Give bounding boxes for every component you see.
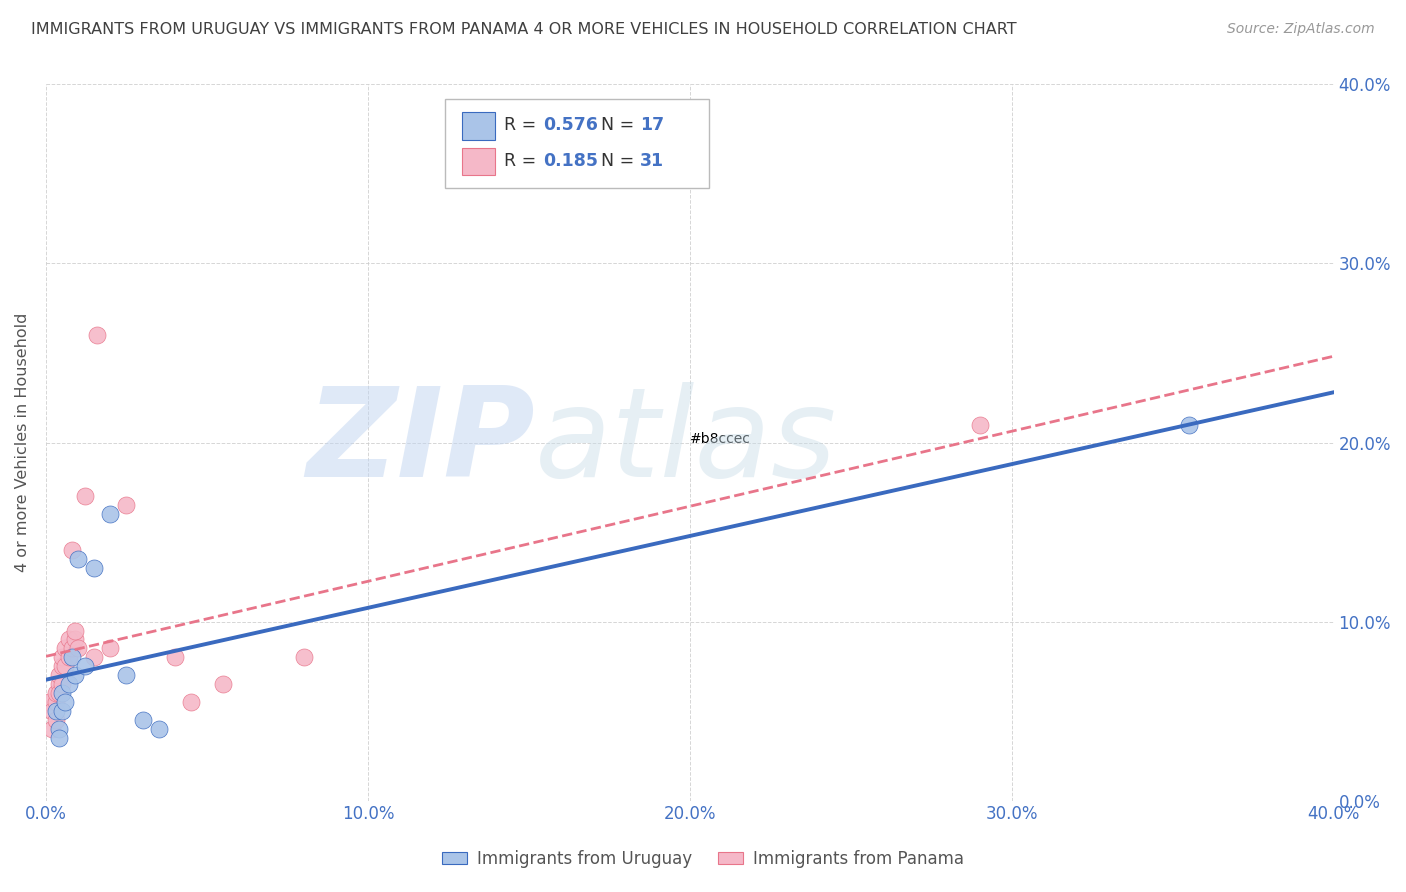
Text: R =: R = — [505, 116, 543, 135]
Point — [60, 650, 83, 665]
Text: 0.185: 0.185 — [543, 152, 598, 170]
Point — [41, 704, 63, 718]
Point — [51, 704, 73, 718]
FancyBboxPatch shape — [463, 112, 495, 139]
Point — [969, 417, 991, 432]
Point — [115, 668, 138, 682]
Point — [98, 507, 121, 521]
Point — [53, 641, 76, 656]
Point — [41, 722, 63, 736]
Point — [51, 659, 73, 673]
Point — [292, 650, 315, 665]
FancyBboxPatch shape — [446, 99, 709, 188]
Point — [63, 668, 86, 682]
Point — [73, 489, 96, 503]
Text: IMMIGRANTS FROM URUGUAY VS IMMIGRANTS FROM PANAMA 4 OR MORE VEHICLES IN HOUSEHOL: IMMIGRANTS FROM URUGUAY VS IMMIGRANTS FR… — [31, 22, 1017, 37]
Text: 17: 17 — [640, 116, 664, 135]
Point — [45, 704, 67, 718]
Point — [63, 632, 86, 647]
Point — [63, 624, 86, 638]
Point — [48, 668, 70, 682]
Point — [58, 632, 80, 647]
Point — [45, 713, 67, 727]
Point — [51, 686, 73, 700]
Text: #b8ccec: #b8ccec — [690, 432, 751, 445]
Text: Source: ZipAtlas.com: Source: ZipAtlas.com — [1227, 22, 1375, 37]
Point — [86, 328, 108, 343]
Point — [48, 722, 70, 736]
Point — [48, 686, 70, 700]
Point — [67, 552, 90, 566]
Point — [83, 561, 105, 575]
Point — [53, 659, 76, 673]
Point — [45, 686, 67, 700]
Text: atlas: atlas — [536, 382, 838, 503]
Point — [38, 695, 60, 709]
Point — [48, 677, 70, 691]
Text: ZIP: ZIP — [307, 382, 536, 503]
Text: 31: 31 — [640, 152, 664, 170]
Point — [60, 641, 83, 656]
Point — [53, 695, 76, 709]
Point — [115, 498, 138, 512]
Point — [131, 713, 153, 727]
Legend: Immigrants from Uruguay, Immigrants from Panama: Immigrants from Uruguay, Immigrants from… — [436, 844, 970, 875]
FancyBboxPatch shape — [463, 148, 495, 176]
Point — [45, 695, 67, 709]
Point — [1178, 417, 1201, 432]
Point — [60, 543, 83, 558]
Y-axis label: 4 or more Vehicles in Household: 4 or more Vehicles in Household — [15, 313, 30, 572]
Text: N =: N = — [600, 152, 640, 170]
Point — [180, 695, 202, 709]
Point — [51, 650, 73, 665]
Point — [51, 677, 73, 691]
Point — [212, 677, 235, 691]
Text: 0.576: 0.576 — [543, 116, 598, 135]
Point — [58, 650, 80, 665]
Point — [148, 722, 170, 736]
Point — [58, 677, 80, 691]
Point — [73, 659, 96, 673]
Point — [67, 641, 90, 656]
Text: R =: R = — [505, 152, 543, 170]
Point — [163, 650, 186, 665]
Point — [48, 731, 70, 745]
Text: N =: N = — [600, 116, 640, 135]
Point — [83, 650, 105, 665]
Point — [98, 641, 121, 656]
